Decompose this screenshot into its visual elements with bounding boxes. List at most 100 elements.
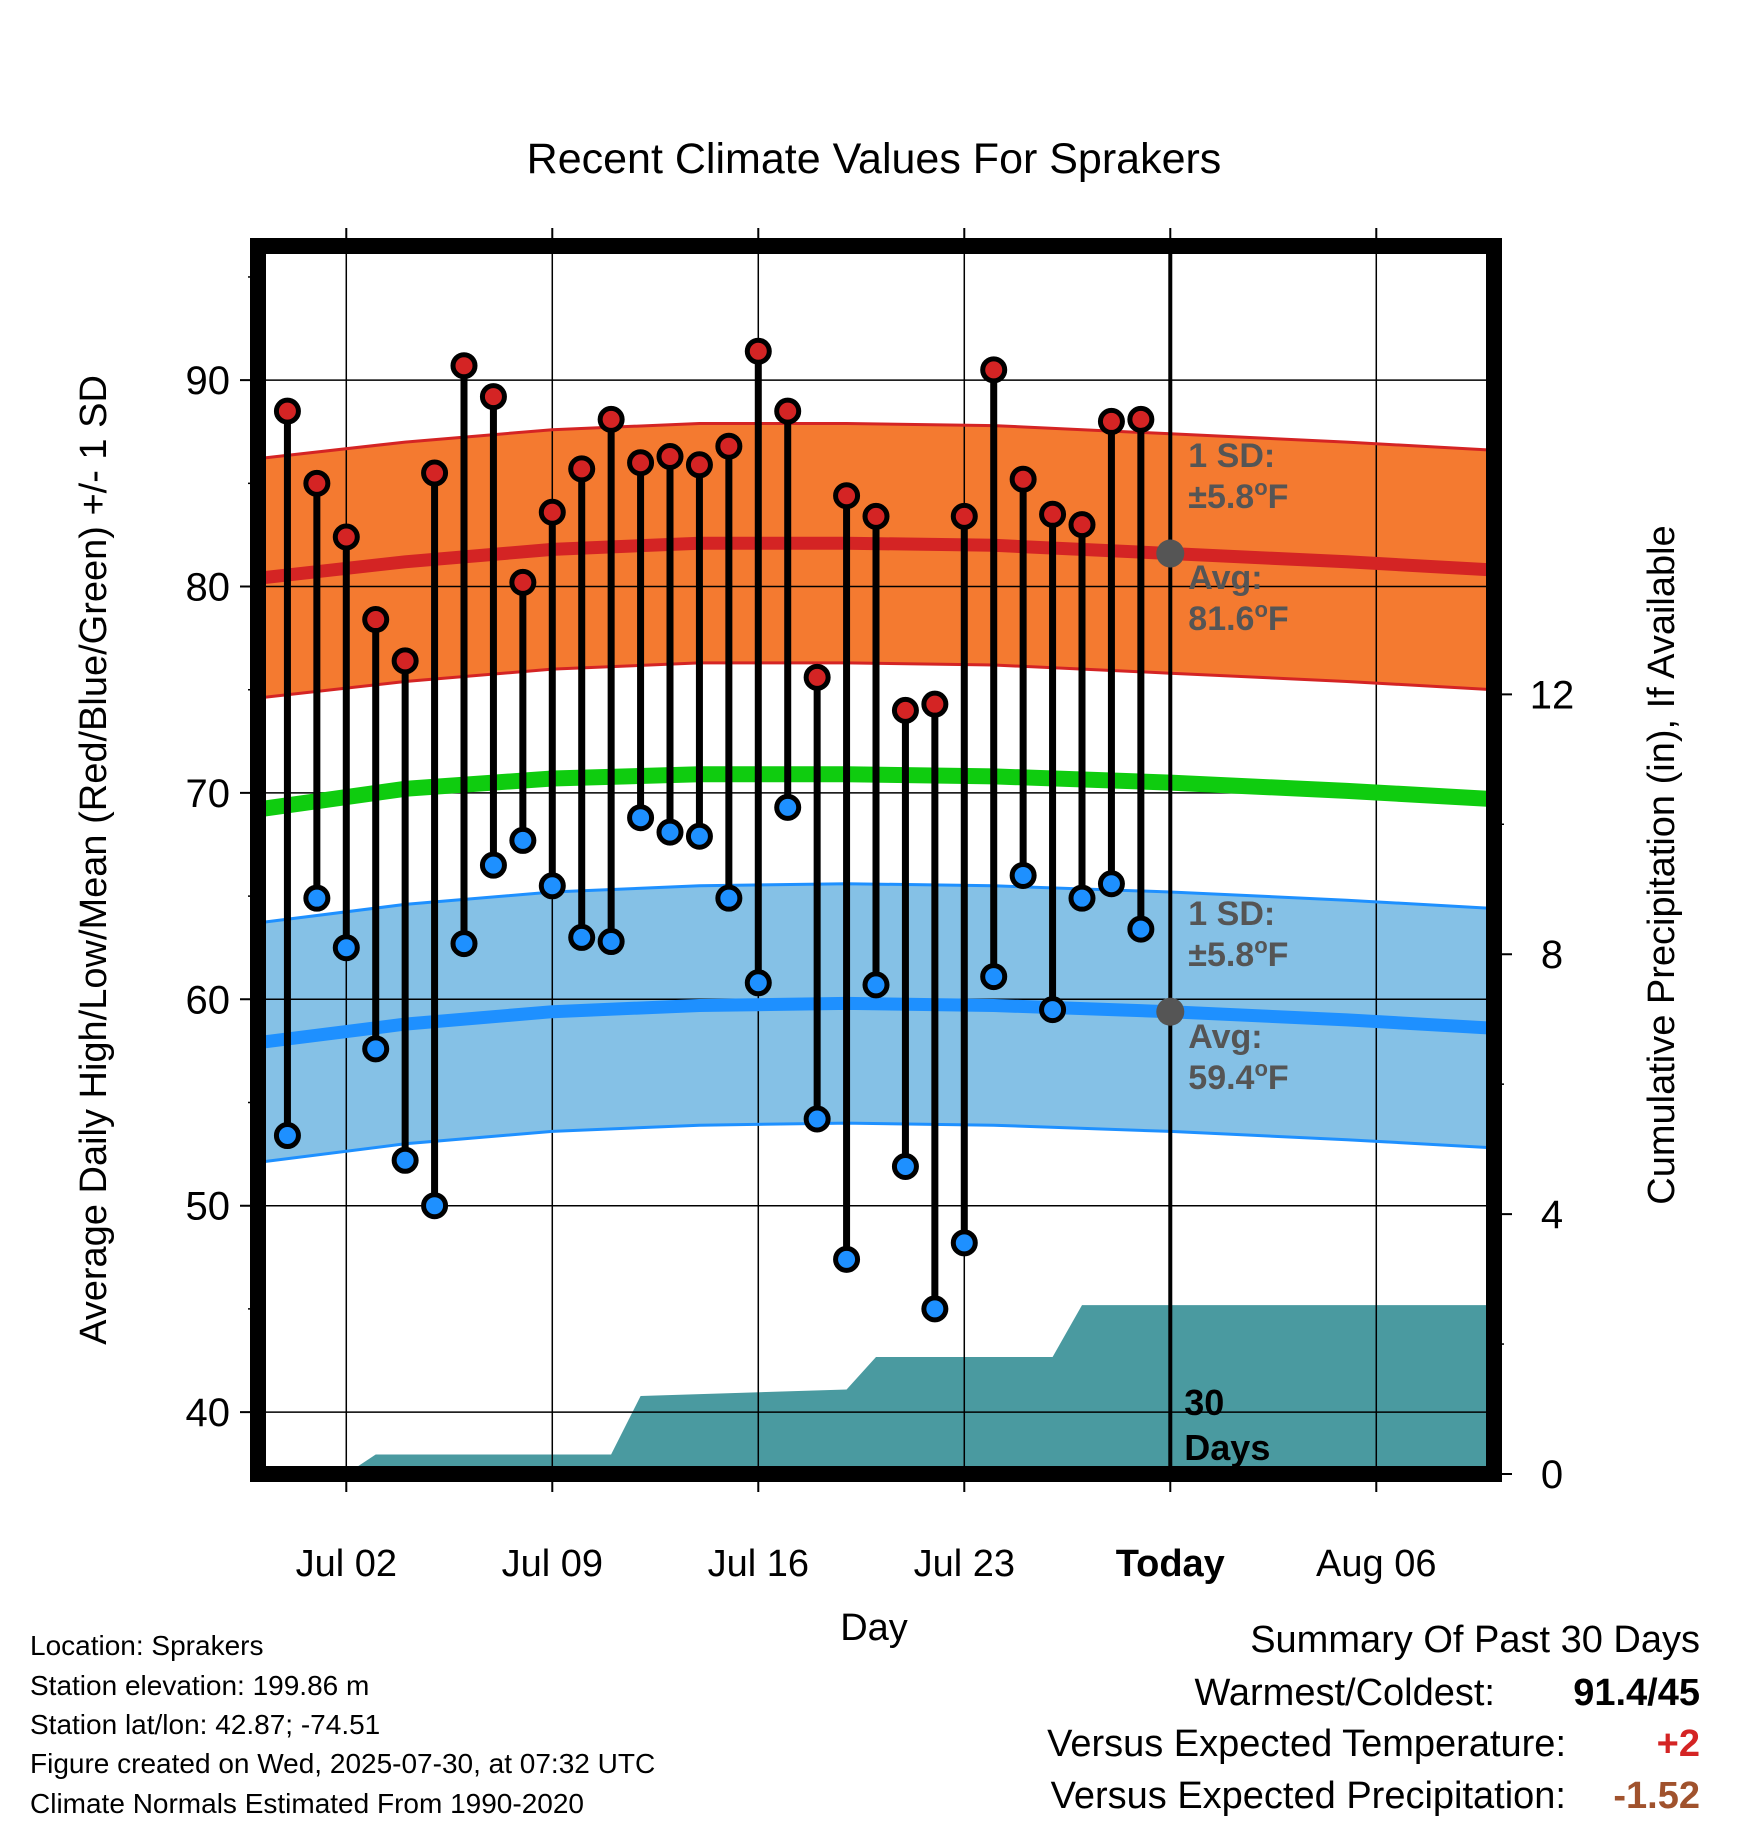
window-label-days: Days	[1184, 1427, 1270, 1468]
location-text: Location: Sprakers	[30, 1630, 264, 1661]
today-avg-low-marker	[1156, 997, 1185, 1026]
y2-tick-label: 8	[1541, 933, 1563, 977]
daily-high-point	[685, 451, 713, 479]
daily-low-point	[656, 818, 684, 846]
x-tick-label: Jul 16	[708, 1543, 809, 1585]
daily-high-point	[303, 469, 331, 497]
warmest-coldest-value: 91.4/45	[1573, 1672, 1700, 1714]
y-tick-label: 40	[186, 1391, 231, 1435]
daily-low-point	[391, 1146, 419, 1174]
daily-high-point	[774, 397, 802, 425]
daily-high-point	[509, 568, 537, 596]
daily-high-point	[744, 337, 772, 365]
chart-title: Recent Climate Values For Sprakers	[527, 135, 1222, 183]
y-tick-label: 90	[186, 359, 231, 403]
x-tick-label: Aug 06	[1316, 1543, 1436, 1585]
low-sd-label: 1 SD:	[1188, 895, 1275, 933]
daily-low-point	[980, 963, 1008, 991]
elevation-text: Station elevation: 199.86 m	[30, 1670, 370, 1701]
daily-high-point	[715, 432, 743, 460]
high-sd-label: 1 SD:	[1188, 437, 1275, 475]
y-tick-label: 80	[186, 566, 231, 610]
daily-high-point	[980, 356, 1008, 384]
high-avg-value: 81.6oF	[1188, 597, 1288, 638]
daily-high-point	[833, 482, 861, 510]
daily-high-point	[273, 397, 301, 425]
daily-high-point	[862, 502, 890, 530]
today-avg-high-marker	[1156, 539, 1185, 568]
daily-high-point	[891, 696, 919, 724]
plot-frame	[250, 238, 1502, 1482]
precipitation-area	[346, 1305, 1494, 1474]
x-axis-label: Day	[840, 1607, 908, 1649]
daily-low-point	[597, 928, 625, 956]
daily-high-point	[597, 405, 625, 433]
x-tick-label: Jul 09	[502, 1543, 603, 1585]
daily-low-point	[891, 1152, 919, 1180]
temp-vs-expected-label: Versus Expected Temperature:	[1047, 1723, 1566, 1765]
daily-low-point	[1097, 870, 1125, 898]
high-avg-label: Avg:	[1188, 559, 1262, 597]
daily-low-point	[479, 851, 507, 879]
y2-tick-label: 12	[1530, 673, 1575, 717]
precip-vs-expected-value: -1.52	[1613, 1775, 1700, 1817]
latlon-text: Station lat/lon: 42.87; -74.51	[30, 1709, 381, 1740]
daily-high-point	[1068, 511, 1096, 539]
daily-low-point	[538, 872, 566, 900]
daily-low-point	[685, 822, 713, 850]
daily-low-point	[921, 1295, 949, 1323]
y2-axis-label: Cumulative Precipitation (in), If Availa…	[1641, 525, 1683, 1204]
summary-title: Summary Of Past 30 Days	[1250, 1619, 1700, 1661]
temp-vs-expected-value: +2	[1656, 1723, 1700, 1765]
daily-low-point	[568, 923, 596, 951]
daily-low-point	[509, 826, 537, 854]
precip-vs-expected-label: Versus Expected Precipitation:	[1050, 1775, 1566, 1817]
high-sd-upper-edge	[258, 422, 1494, 461]
daily-high-point	[391, 647, 419, 675]
daily-low-point	[950, 1229, 978, 1257]
daily-high-point	[627, 449, 655, 477]
daily-high-point	[421, 459, 449, 487]
x-tick-label: Today	[1116, 1543, 1225, 1585]
daily-low-point	[1127, 915, 1155, 943]
low-sd-value: ±5.8oF	[1188, 933, 1288, 974]
daily-low-point	[862, 971, 890, 999]
low-sd-band	[258, 883, 1494, 1163]
daily-high-point	[950, 502, 978, 530]
normals-period-text: Climate Normals Estimated From 1990-2020	[30, 1788, 584, 1819]
daily-low-point	[715, 884, 743, 912]
daily-high-point	[803, 663, 831, 691]
daily-high-point	[568, 455, 596, 483]
daily-high-point	[479, 383, 507, 411]
y-tick-label: 70	[186, 772, 231, 816]
high-sd-value: ±5.8oF	[1188, 475, 1288, 516]
daily-low-point	[1068, 884, 1096, 912]
daily-low-point	[627, 804, 655, 832]
daily-high-point	[332, 523, 360, 551]
low-avg-value: 59.4oF	[1188, 1056, 1288, 1097]
y-axis-label: Average Daily High/Low/Mean (Red/Blue/Gr…	[73, 375, 115, 1345]
low-avg-label: Avg:	[1188, 1018, 1262, 1056]
daily-low-point	[774, 793, 802, 821]
warmest-coldest-label: Warmest/Coldest:	[1194, 1672, 1495, 1714]
y-tick-label: 50	[186, 1185, 231, 1229]
daily-high-point	[450, 352, 478, 380]
created-text: Figure created on Wed, 2025-07-30, at 07…	[30, 1748, 656, 1779]
daily-high-point	[656, 443, 684, 471]
daily-low-point	[450, 930, 478, 958]
daily-low-point	[1039, 996, 1067, 1024]
daily-low-point	[803, 1105, 831, 1133]
daily-high-point	[921, 690, 949, 718]
daily-high-point	[362, 606, 390, 634]
daily-low-point	[303, 884, 331, 912]
daily-low-point	[744, 969, 772, 997]
y2-tick-label: 0	[1541, 1453, 1563, 1497]
daily-high-point	[1097, 407, 1125, 435]
daily-low-point	[273, 1122, 301, 1150]
daily-low-point	[1009, 861, 1037, 889]
daily-high-point	[1127, 405, 1155, 433]
daily-high-point	[538, 498, 566, 526]
x-tick-label: Jul 23	[914, 1543, 1015, 1585]
y2-tick-label: 4	[1541, 1193, 1563, 1237]
